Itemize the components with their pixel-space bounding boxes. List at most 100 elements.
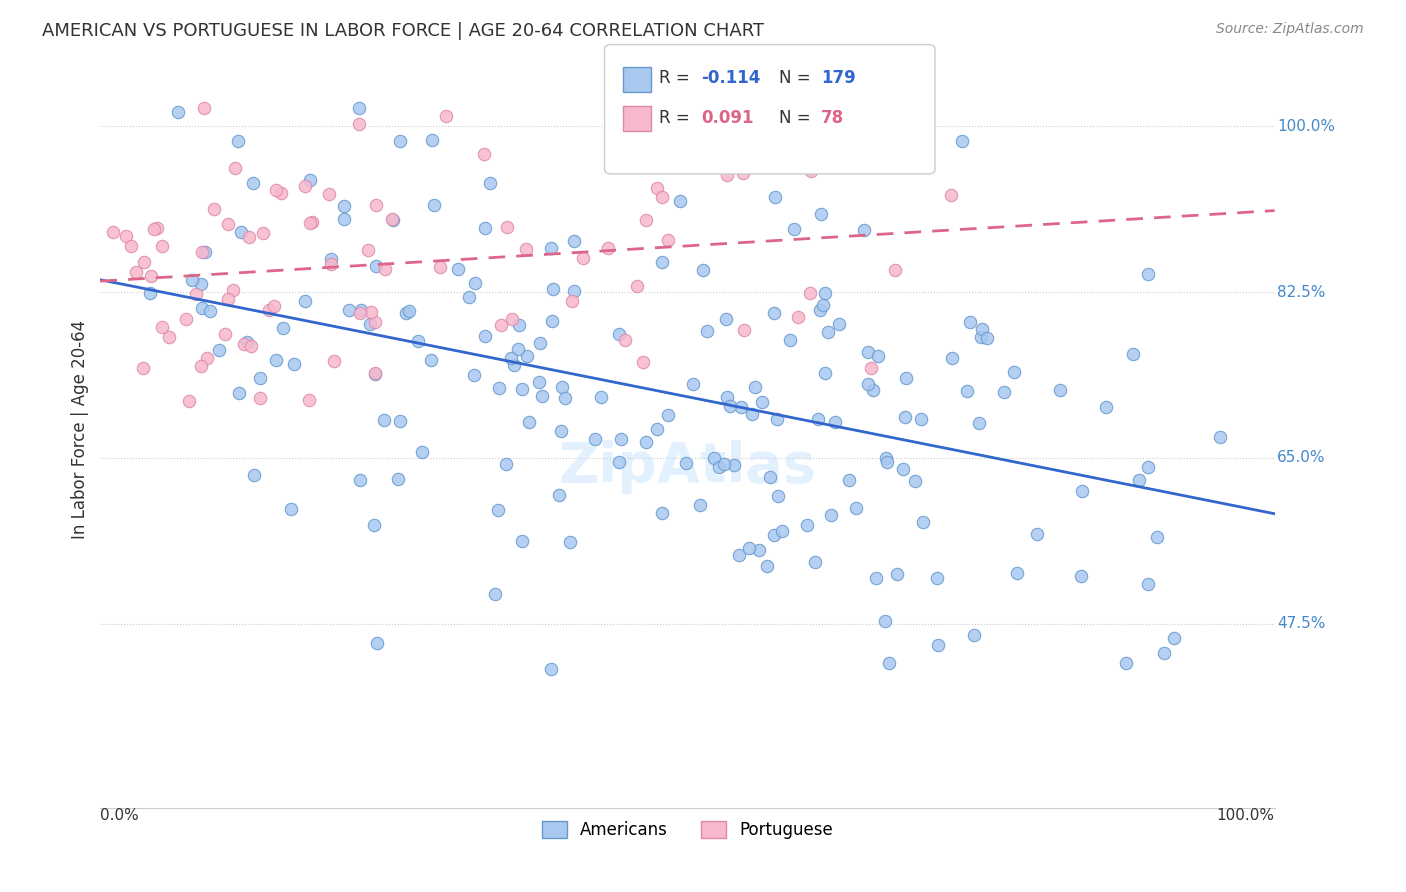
Americans [366,636,388,650]
Americans [366,259,388,273]
Americans [506,343,529,357]
Americans [501,351,523,366]
Americans [768,489,790,503]
Americans [716,312,738,326]
Americans [167,105,190,120]
Americans [463,368,485,382]
Americans [364,368,387,382]
Americans [866,349,889,363]
Americans [408,334,430,348]
Americans [1070,483,1092,498]
Americans [956,384,979,398]
Portuguese [193,101,215,115]
Americans [332,199,354,213]
Americans [862,383,884,397]
Portuguese [884,263,907,277]
Americans [963,628,986,642]
Portuguese [186,287,208,301]
Y-axis label: In Labor Force | Age 20-64: In Labor Force | Age 20-64 [72,320,89,539]
Americans [766,411,789,425]
Americans [589,390,612,404]
Americans [484,587,506,601]
Americans [763,306,786,320]
Americans [236,334,259,349]
Portuguese [360,304,382,318]
Americans [669,194,692,208]
Americans [1049,384,1071,398]
Portuguese [596,241,619,255]
Americans [751,395,773,409]
Portuguese [496,220,519,235]
Americans [645,422,668,436]
Americans [976,331,998,345]
Americans [607,455,630,469]
Americans [904,474,927,488]
Text: AMERICAN VS PORTUGUESE IN LABOR FORCE | AGE 20-64 CORRELATION CHART: AMERICAN VS PORTUGUESE IN LABOR FORCE | … [42,22,765,40]
Americans [1070,569,1092,583]
Americans [510,533,533,548]
Americans [1128,473,1150,487]
Americans [541,282,564,296]
Americans [692,263,714,277]
Americans [180,273,202,287]
Americans [808,303,831,318]
Americans [820,508,842,522]
Portuguese [249,391,271,405]
Americans [707,459,730,474]
Portuguese [224,161,246,175]
Americans [748,542,770,557]
Americans [636,435,658,450]
Americans [389,414,412,428]
Americans [1153,646,1175,660]
Portuguese [837,101,859,115]
Americans [319,252,342,267]
Americans [811,298,834,312]
Americans [190,301,212,316]
Americans [610,433,633,447]
Americans [474,220,496,235]
Portuguese [561,293,583,308]
Americans [530,389,553,403]
Portuguese [651,190,673,204]
Americans [464,277,486,291]
Americans [689,498,711,512]
Americans [228,386,250,401]
Text: 78: 78 [821,109,844,127]
Americans [420,133,443,147]
Americans [398,304,420,318]
Portuguese [363,367,385,381]
Americans [249,370,271,384]
Americans [993,385,1015,400]
Portuguese [115,229,138,244]
Portuguese [270,186,292,201]
Americans [488,381,510,395]
Americans [853,223,876,237]
Americans [486,503,509,517]
Portuguese [349,306,371,320]
Portuguese [217,218,239,232]
Portuguese [252,226,274,240]
Text: 82.5%: 82.5% [1277,285,1326,300]
Americans [447,261,470,276]
Americans [547,488,569,502]
Portuguese [733,323,755,337]
Portuguese [319,257,342,271]
Portuguese [716,169,738,183]
Americans [651,255,673,269]
Portuguese [238,230,260,244]
Americans [381,213,404,227]
Portuguese [214,326,236,341]
Portuguese [799,286,821,301]
Americans [941,351,963,365]
Americans [765,190,787,204]
Portuguese [731,166,754,180]
Americans [474,329,496,343]
Americans [350,302,373,317]
Portuguese [941,187,963,202]
Americans [827,317,849,331]
Americans [562,284,585,298]
Portuguese [733,152,755,166]
Americans [388,135,411,149]
Americans [266,352,288,367]
Americans [540,662,562,676]
